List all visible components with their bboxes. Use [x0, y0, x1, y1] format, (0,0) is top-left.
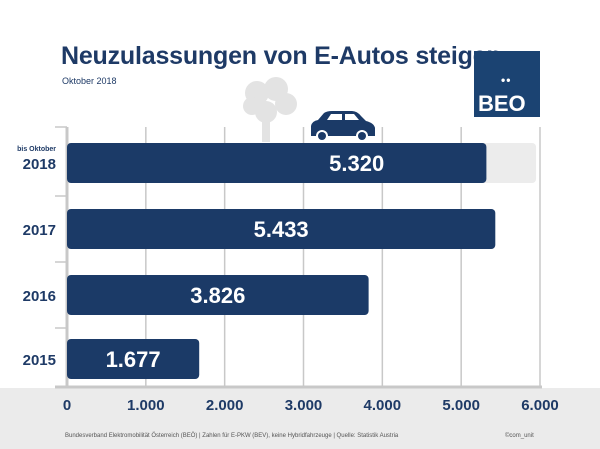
x-tick-label: 3.000 — [285, 397, 323, 414]
category-label-2016: 2016 — [23, 288, 56, 305]
x-tick-label: 5.000 — [442, 397, 480, 414]
category-label-2018: 2018 — [23, 156, 56, 173]
bar-2018 — [67, 143, 487, 183]
bar-2015 — [67, 339, 200, 379]
logo-dots: •• — [501, 73, 512, 87]
footer-source: Bundesverband Elektromobilität Österreic… — [65, 433, 399, 439]
chart-title: Neuzulassungen von E-Autos steigen — [61, 42, 502, 70]
footer-band — [0, 388, 600, 449]
bar-2016 — [67, 275, 369, 315]
value-label-2015: 1.677 — [106, 347, 161, 372]
car-icon — [311, 111, 375, 142]
value-label-2016: 3.826 — [190, 283, 245, 308]
bar-2017 — [67, 209, 496, 249]
tree-icon — [243, 77, 297, 142]
x-tick-label: 0 — [63, 397, 71, 414]
x-tick-label: 2.000 — [206, 397, 244, 414]
x-tick-label: 6.000 — [521, 397, 559, 414]
category-label-2017: 2017 — [23, 222, 56, 239]
category-note-2018: bis Oktober — [17, 146, 56, 153]
logo-text: BEO — [478, 91, 526, 116]
beo-logo: •• BEO — [474, 51, 540, 117]
x-tick-label: 1.000 — [127, 397, 165, 414]
category-label-2015: 2015 — [23, 352, 56, 369]
value-label-2018: 5.320 — [329, 151, 384, 176]
chart-subtitle: Oktober 2018 — [62, 76, 117, 86]
x-tick-label: 4.000 — [364, 397, 402, 414]
footer-credit: ©com_unit — [505, 433, 534, 439]
value-label-2017: 5.433 — [254, 217, 309, 242]
